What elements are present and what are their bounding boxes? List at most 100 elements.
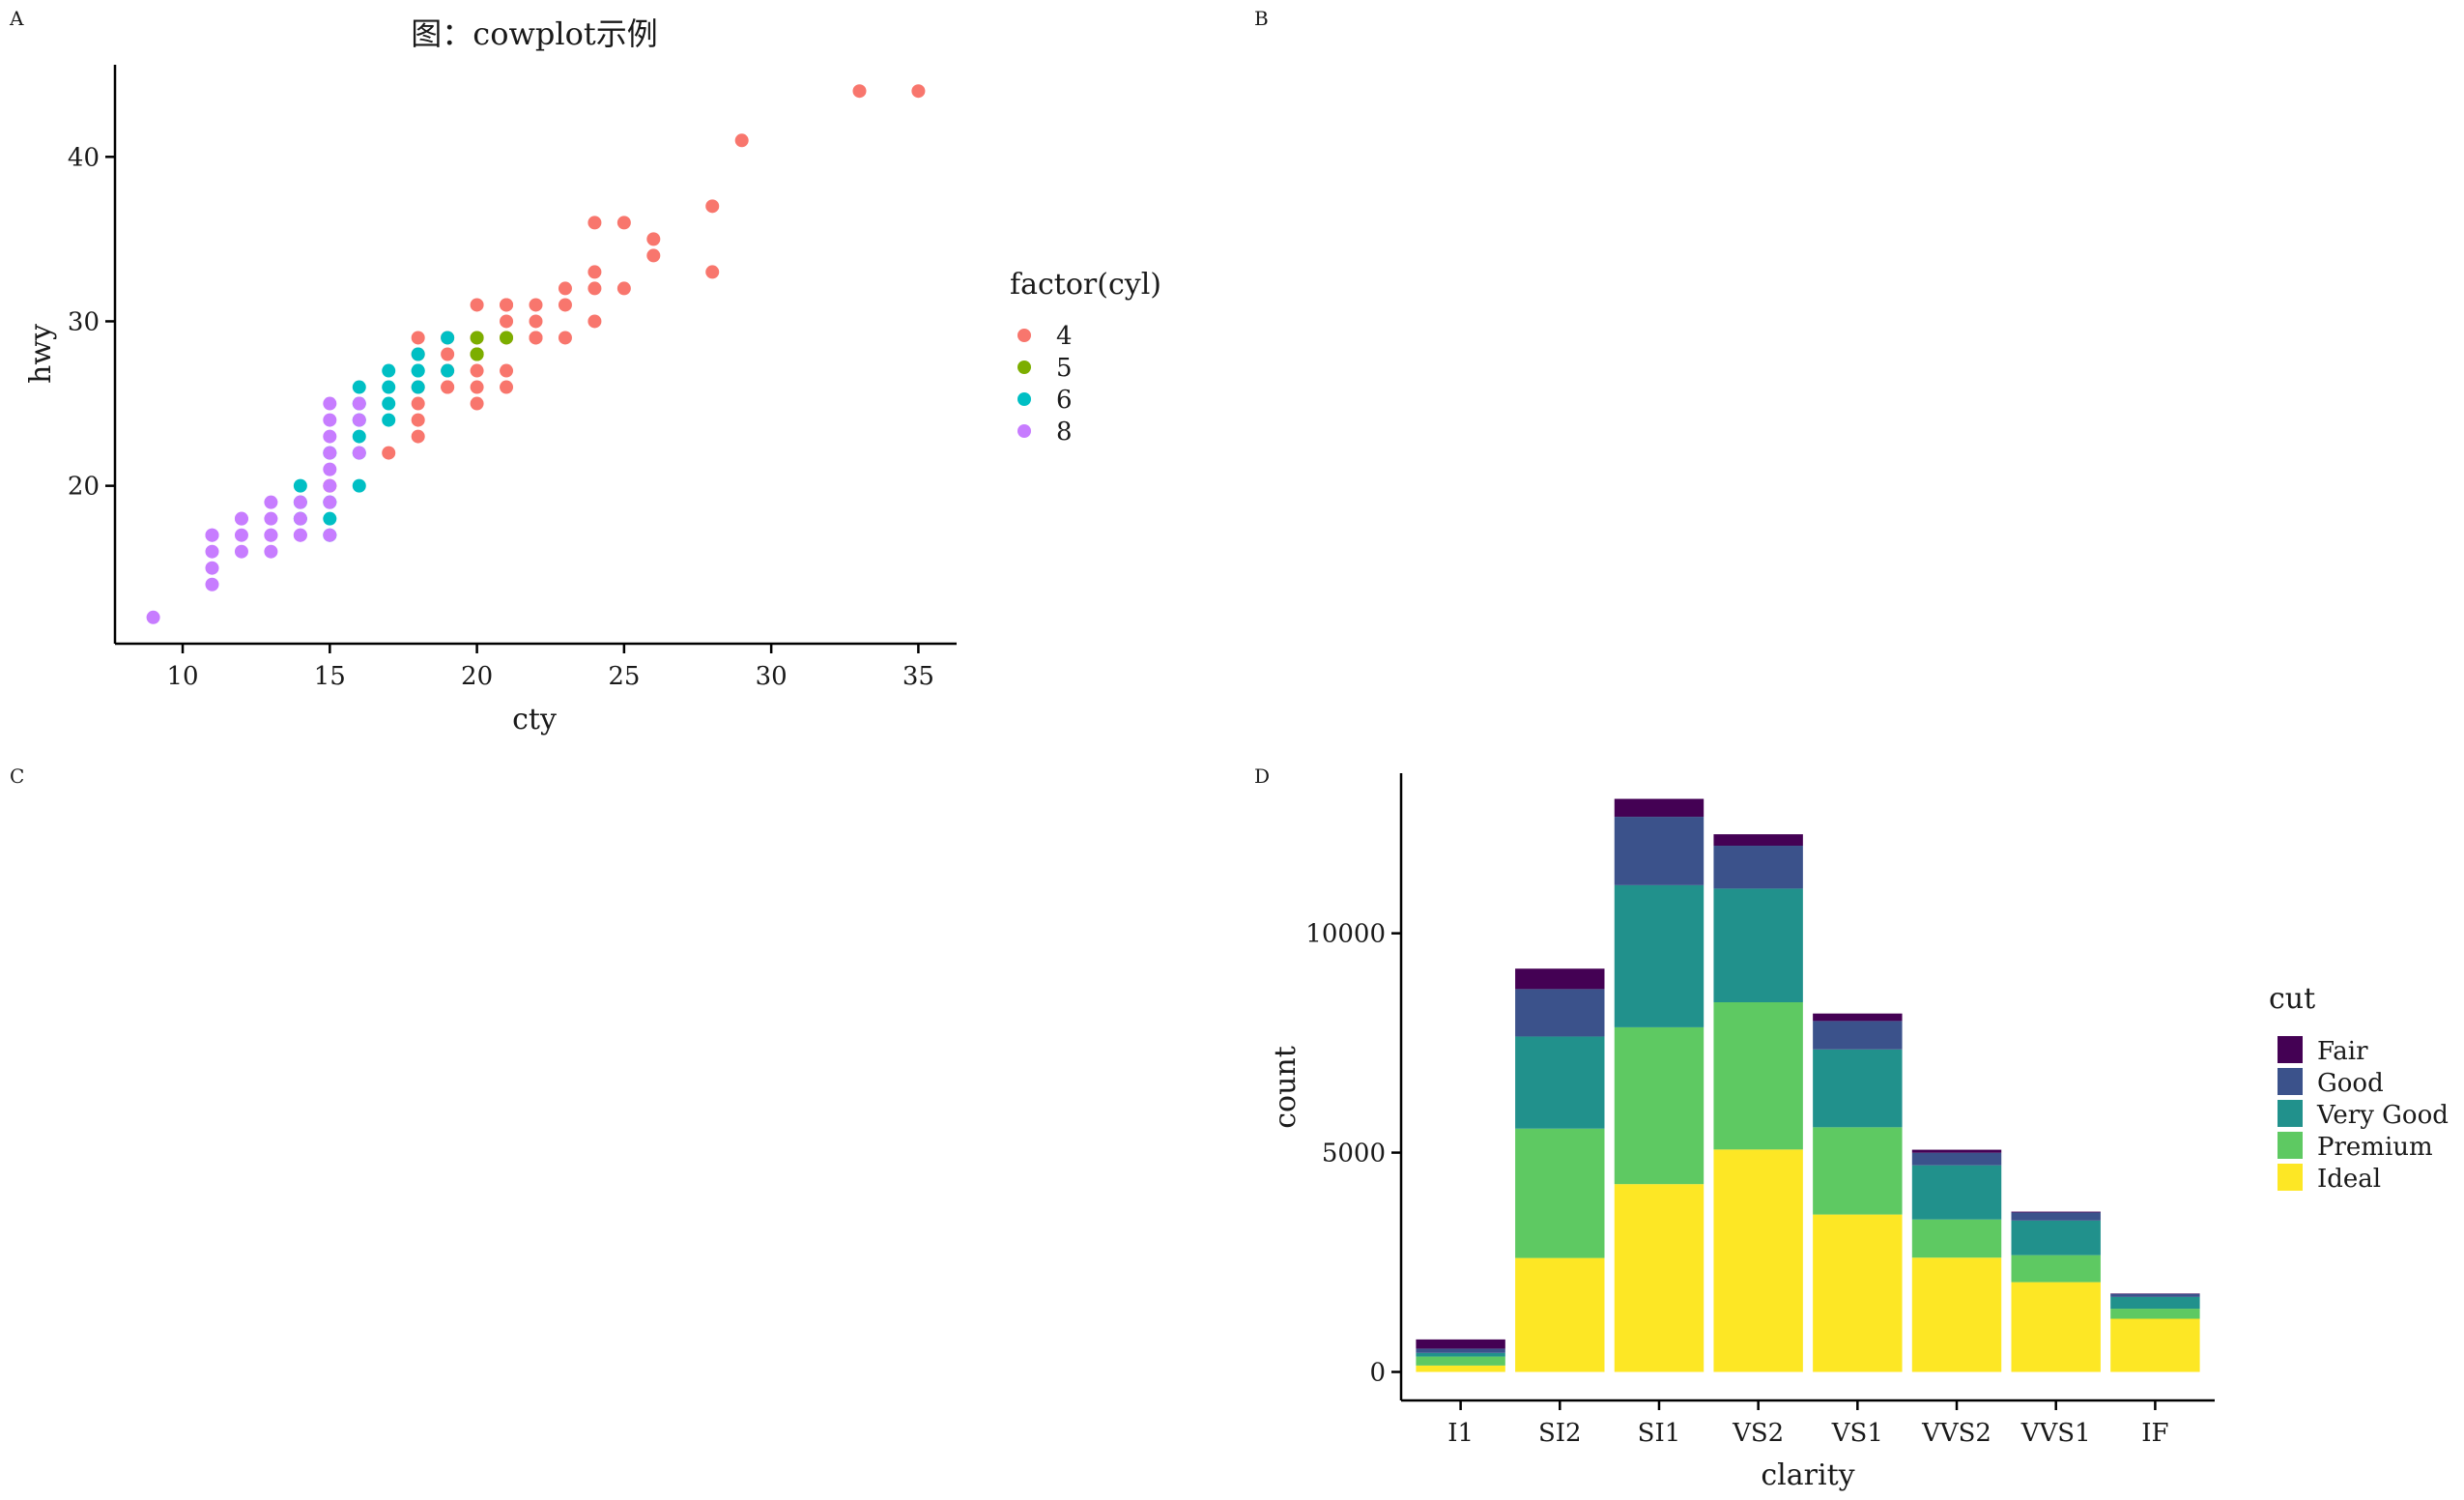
bar-segment-VVS2-ideal [1912, 1257, 2001, 1371]
bar-segment-SI2-good [1515, 989, 1604, 1036]
scatter-point-cyl-4 [441, 348, 454, 361]
scatter-legend-label: 6 [1056, 386, 1073, 415]
scatter-point-cyl-8 [323, 430, 336, 444]
bar-segment-VVS1-ideal [2012, 1283, 2101, 1372]
scatter-point-cyl-8 [206, 545, 219, 559]
scatter-x-tick-label: 15 [314, 662, 346, 691]
scatter-point-cyl-8 [206, 562, 219, 575]
bar-segment-SI1-ideal [1615, 1184, 1704, 1371]
bar-x-tick-label: VS1 [1831, 1419, 1883, 1448]
bar-segment-VVS2-good [1912, 1153, 2001, 1166]
bar-legend-title: cut [2269, 982, 2315, 1016]
bar-segment-VVS1-premium [2012, 1255, 2101, 1283]
scatter-legend-key [1017, 392, 1031, 406]
bar-x-tick-label: VS2 [1732, 1419, 1784, 1448]
bar-y-axis-title: count [1269, 1046, 1303, 1129]
bar-x-axis-title: clarity [1761, 1458, 1854, 1492]
scatter-point-cyl-6 [412, 364, 425, 378]
scatter-x-tick-label: 30 [756, 662, 788, 691]
scatter-point-cyl-4 [530, 298, 543, 311]
bar-segment-VS1-fair [1813, 1014, 1902, 1022]
scatter-point-cyl-4 [911, 84, 925, 98]
scatter-point-cyl-5 [471, 331, 484, 344]
scatter-point-cyl-8 [235, 512, 248, 526]
bar-segment-SI1-good [1615, 817, 1704, 885]
scatter-point-cyl-4 [617, 281, 631, 295]
scatter-point-cyl-4 [617, 216, 631, 229]
scatter-point-cyl-4 [471, 364, 484, 378]
bar-stacks [1416, 799, 2199, 1372]
scatter-point-cyl-8 [323, 479, 336, 493]
bar-x-tick-label: I1 [1447, 1419, 1474, 1448]
scatter-point-cyl-6 [353, 479, 366, 493]
bar-legend-key [2278, 1164, 2303, 1191]
bar-segment-SI2-ideal [1515, 1258, 1604, 1372]
bar-segment-SI1-fair [1615, 799, 1704, 818]
scatter-point-cyl-4 [587, 281, 601, 295]
scatter-point-cyl-8 [147, 611, 160, 624]
bar-segment-VVS2-fair [1912, 1150, 2001, 1153]
scatter-y-tick-label: 30 [68, 307, 100, 336]
scatter-point-cyl-4 [441, 381, 454, 394]
scatter-point-cyl-4 [587, 265, 601, 278]
panel-tag-d: D [1254, 764, 1270, 788]
scatter-point-cyl-6 [441, 331, 454, 344]
scatter-point-cyl-8 [294, 496, 307, 509]
scatter-x-axis-title: cty [512, 703, 557, 736]
bar-segment-VS2-premium [1713, 1002, 1802, 1149]
bar-y-tick-label: 5000 [1322, 1139, 1386, 1168]
scatter-point-cyl-4 [705, 265, 719, 278]
bar-segment-SI1-premium [1615, 1027, 1704, 1184]
bar-segment-SI2-premium [1515, 1129, 1604, 1258]
scatter-point-cyl-4 [412, 331, 425, 344]
bar-segment-VS1-good [1813, 1021, 1902, 1049]
scatter-x-tick-label: 20 [461, 662, 493, 691]
scatter-point-cyl-4 [559, 298, 572, 311]
bar-y-tick-label: 10000 [1305, 920, 1386, 949]
bar-legend-label: Good [2317, 1069, 2384, 1098]
bar-legend-label: Very Good [2316, 1101, 2449, 1130]
bar-segment-VS2-good [1713, 846, 1802, 888]
bar-segment-VS2-fair [1713, 834, 1802, 846]
scatter-point-cyl-5 [471, 348, 484, 361]
scatter-point-cyl-8 [353, 397, 366, 411]
scatter-point-cyl-4 [500, 381, 513, 394]
scatter-point-cyl-4 [500, 314, 513, 328]
scatter-point-cyl-4 [735, 133, 749, 147]
bar-legend-key [2278, 1068, 2303, 1095]
bar-segment-VVS1-good [2012, 1212, 2101, 1220]
bar-y-tick-label: 0 [1369, 1359, 1386, 1388]
scatter-point-cyl-8 [235, 545, 248, 559]
bar-segment-VVS2-very-good [1912, 1166, 2001, 1220]
scatter-point-cyl-8 [353, 414, 366, 427]
bar-legend-key [2278, 1036, 2303, 1063]
scatter-point-cyl-4 [587, 216, 601, 229]
scatter-point-cyl-6 [353, 381, 366, 394]
scatter-point-cyl-8 [294, 529, 307, 542]
scatter-point-cyl-8 [323, 414, 336, 427]
panel-tag-b: B [1254, 7, 1269, 30]
scatter-point-cyl-4 [500, 364, 513, 378]
scatter-point-cyl-4 [530, 331, 543, 344]
scatter-point-cyl-4 [471, 298, 484, 311]
bar-segment-VVS2-premium [1912, 1220, 2001, 1257]
scatter-point-cyl-8 [206, 578, 219, 591]
scatter-point-cyl-6 [294, 479, 307, 493]
bar-segment-VS2-ideal [1713, 1149, 1802, 1371]
scatter-point-cyl-8 [353, 447, 366, 460]
scatter-point-cyl-8 [264, 512, 277, 526]
scatter-point-cyl-8 [323, 463, 336, 476]
scatter-legend-label: 8 [1056, 418, 1073, 447]
bar-x-tick-label: SI2 [1538, 1419, 1582, 1448]
scatter-x-tick-label: 10 [166, 662, 198, 691]
scatter-point-cyl-6 [382, 397, 395, 411]
bar-x-tick-label: SI1 [1638, 1419, 1681, 1448]
scatter-point-cyl-4 [587, 314, 601, 328]
bar-segment-IF-ideal [2110, 1318, 2199, 1371]
